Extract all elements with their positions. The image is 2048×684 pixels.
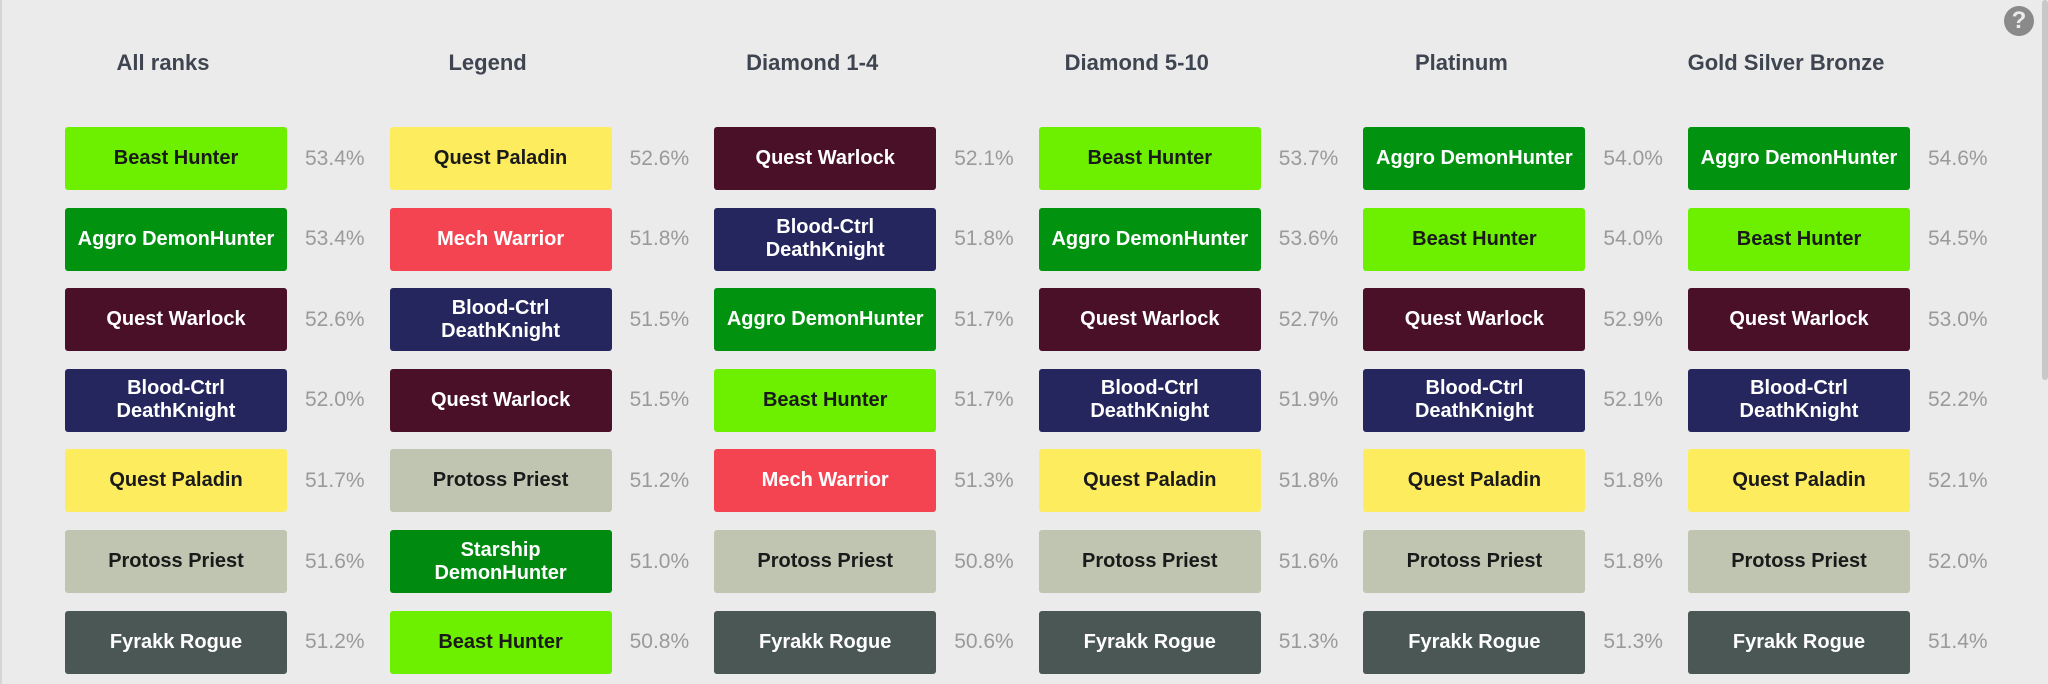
winrate: 52.7% [1278, 307, 1339, 331]
column-header: All ranks [116, 50, 210, 75]
winrate: 51.8% [1603, 549, 1663, 573]
winrate: 54.0% [1603, 146, 1663, 170]
deck-button[interactable]: Protoss Priest [65, 530, 287, 593]
winrate: 52.0% [1928, 549, 1988, 573]
deck-button[interactable]: Blood-Ctrl DeathKnight [1688, 368, 1910, 432]
winrate: 51.0% [629, 549, 690, 573]
winrate: 51.8% [954, 227, 1014, 251]
deck-button[interactable]: Aggro DemonHunter [65, 207, 287, 271]
deck-button[interactable]: Starship DemonHunter [389, 530, 612, 593]
deck-button[interactable]: Protoss Priest [389, 449, 612, 513]
winrate: 51.2% [629, 468, 690, 492]
winrate: 51.7% [954, 307, 1014, 331]
winrate: 51.9% [1278, 388, 1339, 412]
deck-button[interactable]: Aggro DemonHunter [714, 288, 937, 352]
winrate: 50.6% [954, 630, 1014, 654]
deck-button[interactable]: Beast Hunter [1688, 207, 1910, 271]
deck-button[interactable]: Quest Paladin [65, 449, 287, 513]
winrate: 51.8% [1278, 468, 1339, 492]
deck-button[interactable]: Blood-Ctrl DeathKnight [1038, 368, 1261, 432]
winrate: 51.7% [305, 468, 365, 492]
winrate: 50.8% [629, 630, 690, 654]
winrate: 51.7% [954, 388, 1014, 412]
deck-button[interactable]: Aggro DemonHunter [1038, 207, 1261, 271]
winrate: 53.0% [1928, 307, 1988, 331]
deck-button[interactable]: Fyrakk Rogue [1688, 610, 1910, 674]
winrate: 51.3% [954, 468, 1014, 492]
deck-button[interactable]: Beast Hunter [1038, 127, 1261, 190]
deck-button[interactable]: Quest Paladin [1363, 449, 1586, 513]
winrate: 51.3% [1603, 630, 1663, 654]
winrate: 51.6% [1278, 549, 1339, 573]
winrate: 52.0% [305, 388, 365, 412]
winrate: 51.3% [1278, 630, 1339, 654]
deck-button[interactable]: Quest Paladin [1038, 449, 1261, 513]
deck-button[interactable]: Aggro DemonHunter [1688, 127, 1910, 190]
deck-button[interactable]: Quest Warlock [65, 288, 287, 352]
winrate: 51.6% [305, 549, 365, 573]
deck-button[interactable]: Quest Warlock [1363, 288, 1586, 352]
deck-button[interactable]: Fyrakk Rogue [65, 610, 287, 674]
winrate: 51.5% [629, 307, 690, 331]
winrate: 52.9% [1603, 307, 1663, 331]
column-header: Platinum [1414, 50, 1508, 75]
deck-button[interactable]: Fyrakk Rogue [1038, 610, 1261, 674]
deck-button[interactable]: Fyrakk Rogue [714, 610, 937, 674]
winrate: 51.5% [629, 388, 690, 412]
deck-button[interactable]: Blood-Ctrl DeathKnight [1363, 368, 1586, 432]
column-header: Gold Silver Bronze [1687, 50, 1885, 75]
deck-button[interactable]: Beast Hunter [714, 368, 937, 432]
deck-button[interactable]: Beast Hunter [1363, 207, 1586, 271]
winrate: 54.0% [1603, 227, 1663, 251]
winrate: 52.2% [1928, 388, 1988, 412]
scrollbar[interactable] [2042, 0, 2048, 380]
deck-button[interactable]: Quest Paladin [1688, 449, 1910, 513]
winrate: 52.6% [629, 146, 690, 170]
winrate: 52.1% [954, 146, 1014, 170]
deck-button[interactable]: Blood-Ctrl DeathKnight [389, 288, 612, 352]
deck-button[interactable]: Quest Warlock [714, 127, 937, 190]
column-header: Diamond 1-4 [746, 50, 879, 75]
winrate: 51.8% [629, 227, 690, 251]
deck-button[interactable]: Blood-Ctrl DeathKnight [714, 207, 937, 271]
deck-button[interactable]: Quest Warlock [389, 368, 612, 432]
deck-button[interactable]: Quest Warlock [1038, 288, 1261, 352]
winrate: 54.6% [1928, 146, 1988, 170]
winrate: 54.5% [1928, 227, 1988, 251]
winrate: 52.6% [305, 307, 365, 331]
winrate: 53.6% [1278, 227, 1339, 251]
winrate: 51.4% [1928, 630, 1988, 654]
winrate: 52.1% [1928, 468, 1988, 492]
column-header: Diamond 5-10 [1064, 50, 1209, 75]
deck-button[interactable]: Protoss Priest [714, 530, 937, 593]
winrate: 51.8% [1603, 468, 1663, 492]
deck-button[interactable]: Quest Paladin [389, 127, 612, 190]
winrate: 52.1% [1603, 388, 1663, 412]
winrate: 51.2% [305, 630, 365, 654]
winrate: 50.8% [954, 549, 1014, 573]
winrate: 53.4% [305, 227, 365, 251]
deck-button[interactable]: Protoss Priest [1038, 530, 1261, 593]
deck-button[interactable]: Blood-Ctrl DeathKnight [65, 368, 287, 432]
help-icon[interactable]: ? [2004, 6, 2034, 36]
winrate: 53.7% [1278, 146, 1339, 170]
column-header: Legend [448, 50, 527, 75]
deck-button[interactable]: Protoss Priest [1363, 530, 1586, 593]
deck-button[interactable]: Protoss Priest [1688, 530, 1910, 593]
winrate: 53.4% [305, 146, 365, 170]
deck-button[interactable]: Beast Hunter [389, 610, 612, 674]
deck-button[interactable]: Aggro DemonHunter [1363, 127, 1586, 190]
deck-button[interactable]: Mech Warrior [714, 449, 937, 513]
deck-button[interactable]: Mech Warrior [389, 207, 612, 271]
deck-button[interactable]: Quest Warlock [1688, 288, 1910, 352]
deck-button[interactable]: Beast Hunter [65, 127, 287, 190]
deck-button[interactable]: Fyrakk Rogue [1363, 610, 1586, 674]
